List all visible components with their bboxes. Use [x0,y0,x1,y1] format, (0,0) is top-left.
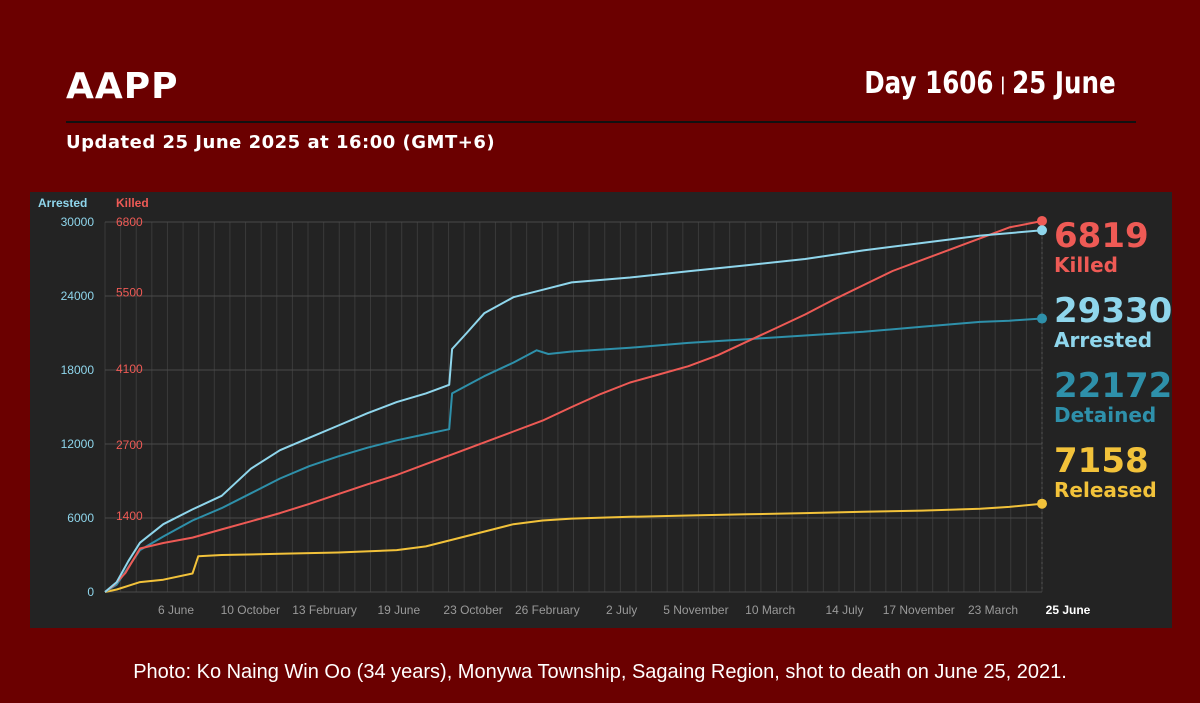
x-tick-label: 10 March [745,603,795,617]
series-line-released [104,502,1043,593]
x-tick-label: 19 June [377,603,420,617]
day-label: Day 1606 [864,66,994,101]
day-separator: | [1000,74,1006,95]
x-tick-label: 6 June [158,603,194,617]
series-endpoint-killed [1037,215,1047,226]
series-line-killed [104,220,1043,593]
axis-label-arrested: Arrested [38,196,87,210]
series-line-detained [104,317,1043,593]
series-endpoint-detained [1037,313,1047,324]
series-endpoint-arrested [1037,225,1047,236]
tick-label-killed: 6800 [116,215,143,229]
series-line-arrested [104,229,1043,593]
series-endpoint-released [1037,498,1047,509]
axis-label-killed: Killed [116,196,149,210]
total-value-arrested: 29330 [1054,291,1172,331]
x-tick-label: 23 March [968,603,1018,617]
tick-label-killed: 4100 [116,362,143,376]
tick-label-arrested: 6000 [67,511,94,525]
tick-label-arrested: 12000 [61,437,95,451]
x-end-label: 25 June [1046,603,1091,617]
tick-label-arrested: 18000 [61,363,95,377]
x-tick-label: 10 October [221,603,280,617]
day-counter: Day 1606 | 25 June [864,66,1116,101]
header-divider [66,121,1136,123]
total-label-detained: Detained [1054,403,1156,427]
total-label-arrested: Arrested [1054,328,1152,352]
chart-panel: Arrested Killed 0 6000 12000 18000 24000 30000 1… [30,192,1172,628]
x-tick-label: 14 July [825,603,863,617]
x-tick-label: 17 November [883,603,955,617]
tick-label-killed: 1400 [116,509,143,523]
x-tick-label: 23 October [443,603,502,617]
tick-label-killed: 2700 [116,438,143,452]
date-label: 25 June [1012,66,1116,101]
total-label-killed: Killed [1054,253,1118,277]
x-tick-label: 2 July [606,603,637,617]
cumulative-chart: Arrested Killed 0 6000 12000 18000 24000 30000 1… [38,196,1172,617]
updated-timestamp: Updated 25 June 2025 at 16:00 (GMT+6) [66,132,496,153]
photo-caption: Photo: Ko Naing Win Oo (34 years), Monyw… [133,661,1067,683]
total-value-released: 7158 [1054,441,1149,481]
tick-label-arrested: 30000 [61,215,95,229]
x-tick-label: 26 February [515,603,580,617]
x-tick-label: 13 February [292,603,357,617]
total-value-killed: 6819 [1054,216,1149,256]
x-tick-label: 5 November [663,603,728,617]
page-title: AAPP [66,66,179,107]
total-value-detained: 22172 [1054,366,1172,406]
tick-label-killed: 5500 [116,286,143,300]
total-label-released: Released [1054,478,1157,502]
tick-label-arrested: 24000 [61,289,95,303]
tick-label-arrested: 0 [87,585,94,599]
